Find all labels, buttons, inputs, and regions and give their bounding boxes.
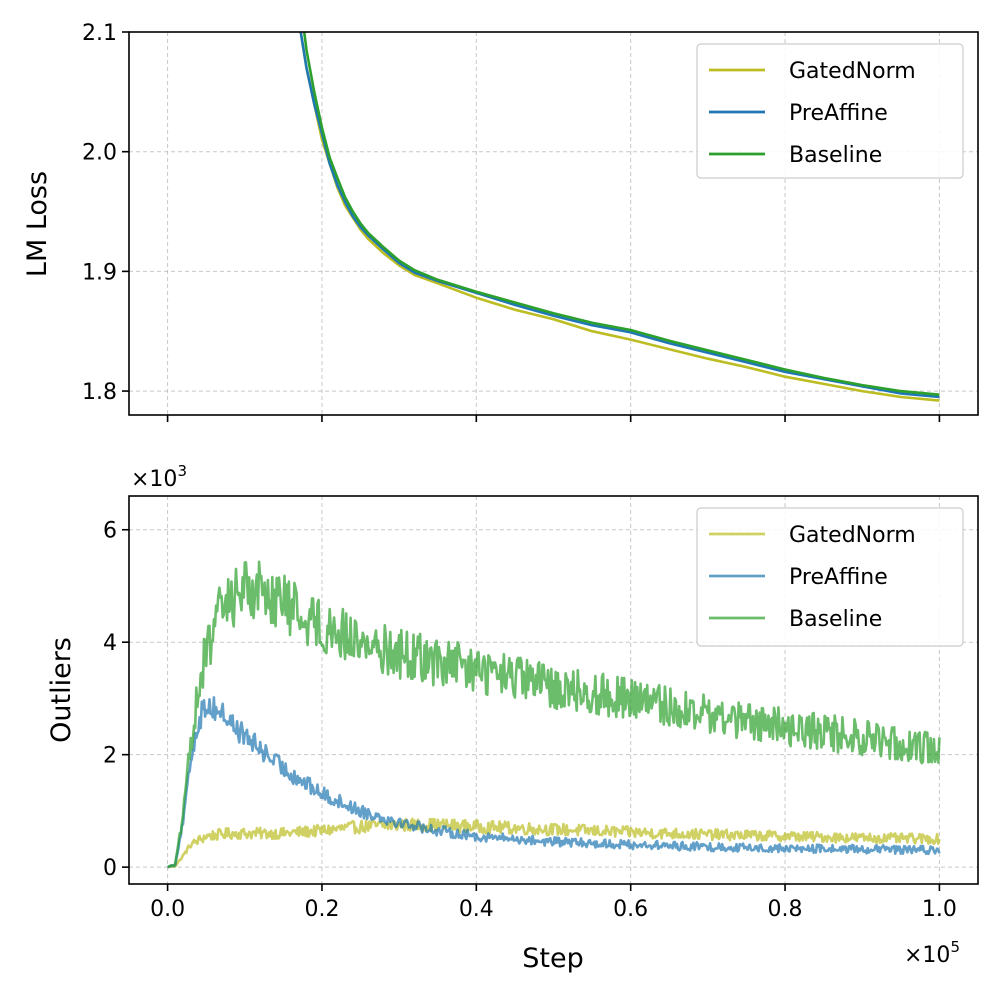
legend-label-preaffine: PreAffine [789, 565, 888, 590]
loss-series-lines [299, 32, 940, 402]
x-tick-label: 0.8 [768, 897, 803, 922]
y-tick-label: 6 [103, 519, 117, 544]
loss-legend: GatedNorm PreAffine Baseline [696, 43, 964, 179]
y-tick-label: 2 [103, 744, 117, 769]
loss-ticks: 1.8 1.9 2.0 2.1 [82, 21, 941, 422]
legend-label-gatednorm: GatedNorm [789, 59, 916, 84]
series-line-baseline [167, 560, 941, 869]
y-tick-label: 1.9 [82, 260, 117, 285]
x-tick-label: 0.6 [613, 897, 648, 922]
legend-label-baseline: Baseline [789, 143, 882, 168]
outliers-series-lines [167, 560, 941, 869]
outliers-panel: 0.0 0.2 0.4 0.6 0.8 1.0 0 2 4 6 Outliers Step ×10… [46, 462, 979, 974]
legend-box [696, 43, 964, 179]
series-line-gatednorm [167, 817, 941, 869]
loss-panel: 1.8 1.9 2.0 2.1 LM Loss GatedNorm PreAffine B… [22, 21, 979, 422]
y-tick-label: 0 [103, 856, 117, 881]
legend-label-baseline: Baseline [789, 607, 882, 632]
y-tick-label: 2.1 [82, 21, 117, 46]
legend-label-preaffine: PreAffine [789, 101, 888, 126]
x-axis-title: Step [522, 943, 583, 974]
outliers-axes-frame [128, 495, 979, 885]
outliers-y-axis-title: Outliers [46, 637, 77, 743]
x-tick-label: 0.2 [304, 897, 339, 922]
x-multiplier-label: ×105 [904, 938, 960, 968]
legend-label-gatednorm: GatedNorm [789, 523, 916, 548]
y-tick-label: 4 [103, 631, 117, 656]
outliers-legend: GatedNorm PreAffine Baseline [696, 507, 964, 647]
y-multiplier-label: ×103 [131, 462, 187, 492]
x-tick-label: 0.4 [459, 897, 494, 922]
legend-box [696, 507, 964, 647]
x-tick-label: 0.0 [150, 897, 185, 922]
outliers-ticks: 0.0 0.2 0.4 0.6 0.8 1.0 0 2 4 6 [103, 519, 957, 922]
loss-axes-frame [128, 31, 979, 416]
series-line-baseline [302, 32, 940, 396]
x-tick-label: 1.0 [922, 897, 957, 922]
y-tick-label: 1.8 [82, 380, 117, 405]
y-tick-label: 2.0 [82, 141, 117, 166]
series-line-preaffine [167, 696, 941, 869]
loss-y-axis-title: LM Loss [22, 171, 53, 277]
